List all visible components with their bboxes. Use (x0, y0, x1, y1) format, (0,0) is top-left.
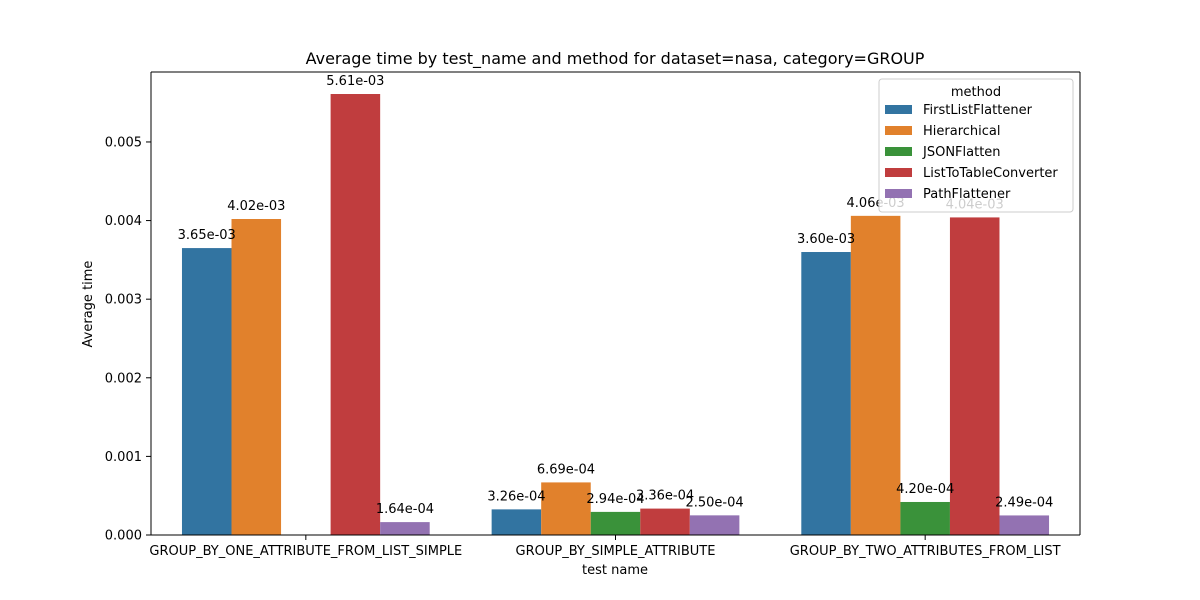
data-label: 5.61e-03 (326, 74, 384, 89)
y-tick-label: 0.001 (105, 450, 142, 465)
legend-box (878, 78, 1074, 213)
data-label: 4.02e-03 (227, 199, 285, 214)
x-tick-label: GROUP_BY_ONE_ATTRIBUTE_FROM_LIST_SIMPLE (149, 544, 462, 559)
data-labels-layer: 3.65e-03 3.26e-04 3.60e-03 4.02e-03 6.69e-04… (178, 74, 1054, 517)
bar (541, 482, 591, 535)
legend-label: FirstListFlattener (923, 103, 1033, 118)
y-tick-label: 0.005 (105, 135, 142, 150)
legend-label: JSONFlatten (922, 145, 1001, 160)
bar (900, 501, 950, 535)
axes-layer: 0.000 0.001 0.002 0.003 0.004 0.005 GROUP_BY_O… (105, 71, 1081, 559)
y-tick-label: 0.003 (105, 293, 142, 308)
data-label: 2.50e-04 (685, 495, 743, 510)
bar (330, 94, 381, 535)
data-label: 1.64e-04 (376, 502, 434, 517)
data-label: 6.69e-04 (537, 462, 595, 477)
bar (949, 217, 1000, 536)
legend-swatch (885, 126, 912, 135)
legend-swatch (885, 189, 912, 198)
bar (689, 515, 740, 535)
y-tick-label: 0.002 (105, 371, 142, 386)
legend-swatch (885, 147, 912, 156)
bar (590, 511, 641, 535)
bars-layer (181, 94, 1050, 536)
y-tick-label: 0.004 (105, 214, 142, 229)
chart-title: Average time by test_name and method for… (306, 49, 925, 69)
x-axis-title: test name (582, 563, 648, 578)
legend-label: PathFlattener (923, 187, 1011, 202)
x-tick-label: GROUP_BY_SIMPLE_ATTRIBUTE (516, 544, 716, 559)
legend-title: method (951, 85, 1001, 100)
bar (850, 215, 901, 535)
bar (640, 508, 690, 535)
bar (181, 248, 232, 535)
bar (491, 509, 542, 535)
data-label: 3.36e-04 (636, 489, 694, 504)
y-tick-label: 0.000 (105, 529, 142, 544)
legend-swatch (885, 168, 912, 177)
x-tick-label: GROUP_BY_TWO_ATTRIBUTES_FROM_LIST (790, 544, 1061, 559)
data-label: 3.26e-04 (487, 489, 545, 504)
legend-swatch (885, 105, 912, 114)
data-label: 3.60e-03 (797, 232, 855, 247)
bar (380, 522, 430, 535)
data-label: 3.65e-03 (178, 228, 236, 243)
legend-label: ListToTableConverter (923, 166, 1058, 181)
legend: method FirstListFlattener Hierarchical JSON… (878, 78, 1074, 213)
legend-label: Hierarchical (923, 124, 1000, 139)
data-label: 2.94e-04 (586, 492, 644, 507)
bar (999, 515, 1050, 535)
data-label: 2.49e-04 (995, 495, 1053, 510)
data-label: 4.20e-04 (896, 482, 954, 497)
y-axis-title: Average time (81, 261, 96, 348)
bar (801, 252, 851, 535)
bar (231, 219, 282, 535)
